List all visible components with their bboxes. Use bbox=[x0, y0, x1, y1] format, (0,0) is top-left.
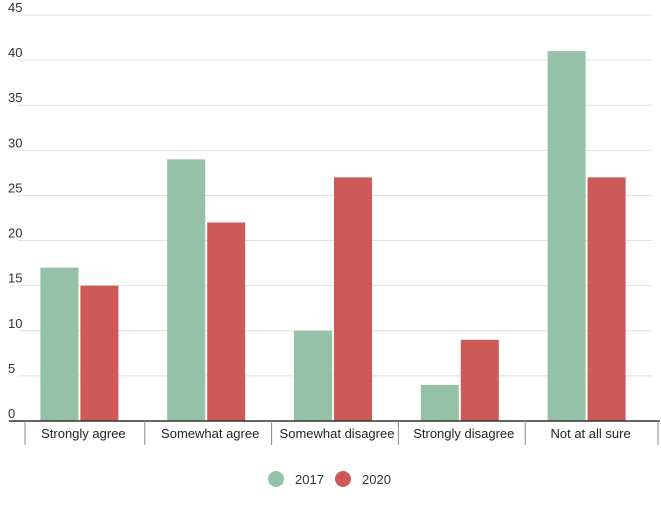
x-tick-label-strongly-disagree: Strongly disagree bbox=[413, 426, 514, 441]
y-tick-label-20: 20 bbox=[8, 226, 22, 241]
y-tick-label-30: 30 bbox=[8, 135, 22, 150]
legend: 2017 2020 bbox=[268, 471, 391, 487]
bar-2020-strongly-disagree bbox=[460, 339, 499, 421]
bar-2017-not-at-all-sure bbox=[547, 51, 586, 421]
bars bbox=[40, 51, 626, 421]
bar-2017-somewhat-agree bbox=[167, 159, 206, 421]
x-tick-label-not-at-all-sure: Not at all sure bbox=[550, 426, 630, 441]
x-axis-categories: Strongly agree Somewhat agree Somewhat dis… bbox=[41, 426, 631, 441]
bar-2020-somewhat-agree bbox=[207, 222, 246, 421]
bar-2017-strongly-disagree bbox=[420, 384, 459, 421]
y-tick-label-35: 35 bbox=[8, 90, 22, 105]
y-tick-label-25: 25 bbox=[8, 180, 22, 195]
x-tick-label-somewhat-disagree: Somewhat disagree bbox=[280, 426, 395, 441]
y-tick-label-40: 40 bbox=[8, 45, 22, 60]
legend-swatch-2017 bbox=[268, 471, 284, 487]
y-tick-label-45: 45 bbox=[8, 0, 22, 15]
bar-2020-not-at-all-sure bbox=[587, 177, 626, 421]
y-tick-label-10: 10 bbox=[8, 316, 22, 331]
x-tick-label-strongly-agree: Strongly agree bbox=[41, 426, 126, 441]
bar-2020-strongly-agree bbox=[80, 285, 119, 421]
legend-swatch-2020 bbox=[335, 471, 351, 487]
legend-label-2017: 2017 bbox=[295, 472, 324, 487]
y-tick-label-0: 0 bbox=[8, 406, 15, 421]
y-tick-label-15: 15 bbox=[8, 271, 22, 286]
y-axis-ticks: 0 5 10 15 20 25 30 35 40 45 bbox=[8, 0, 22, 421]
bar-2020-somewhat-disagree bbox=[334, 177, 372, 421]
legend-label-2020: 2020 bbox=[362, 472, 391, 487]
x-axis bbox=[9, 420, 660, 445]
bar-2017-strongly-agree bbox=[40, 267, 79, 421]
y-tick-label-5: 5 bbox=[8, 361, 15, 376]
x-tick-label-somewhat-agree: Somewhat agree bbox=[161, 426, 259, 441]
bar-2017-somewhat-disagree bbox=[294, 330, 332, 421]
